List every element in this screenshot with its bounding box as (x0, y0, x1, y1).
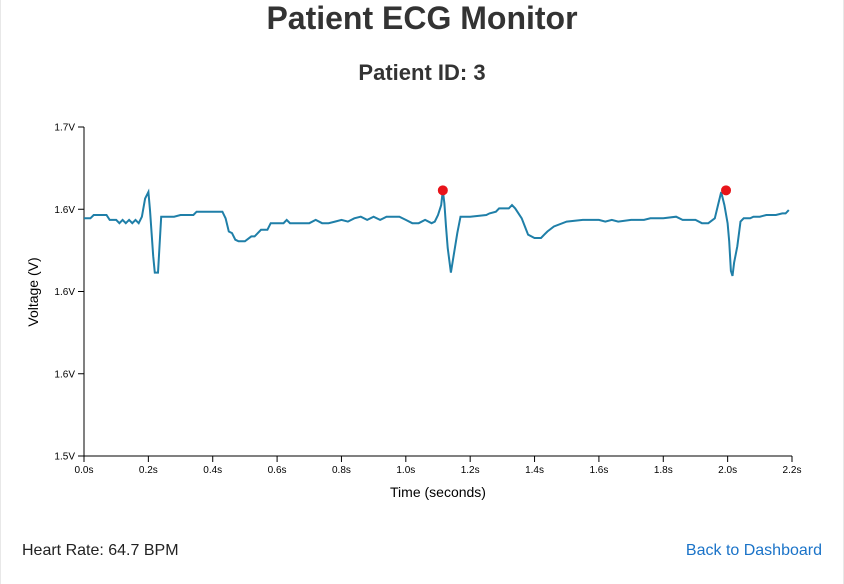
x-tick-label: 0.6s (268, 465, 287, 476)
x-tick-label: 1.4s (525, 465, 544, 476)
y-tick-label: 1.6V (54, 205, 75, 216)
x-axis-label: Time (seconds) (390, 484, 486, 500)
y-tick-label: 1.5V (54, 452, 75, 463)
x-tick-label: 0.8s (332, 465, 351, 476)
x-tick-label: 1.8s (654, 465, 673, 476)
page-title: Patient ECG Monitor (266, 0, 578, 36)
y-tick-label: 1.6V (54, 287, 75, 298)
x-tick-label: 0.4s (203, 465, 222, 476)
peak-marker (437, 185, 448, 196)
x-tick-label: 1.2s (461, 465, 480, 476)
y-axis: 1.5V 1.6V 1.6V 1.6V 1.7V (54, 123, 85, 463)
x-tick-label: 1.6s (589, 465, 608, 476)
ecg-chart: 1.5V 1.6V 1.6V 1.6V 1.7V 0.0s 0.2s 0.4s 0.6s 0.8… (25, 123, 802, 501)
back-to-dashboard-link[interactable]: Back to Dashboard (685, 542, 822, 559)
x-tick-label: 2.2s (783, 465, 802, 476)
heart-rate: Heart Rate: 64.7 BPM (22, 542, 179, 559)
x-tick-label: 1.0s (396, 465, 415, 476)
ecg-series-line (84, 188, 790, 277)
y-tick-label: 1.7V (54, 123, 75, 134)
peak-marker (721, 185, 732, 196)
x-tick-label: 2.0s (718, 465, 737, 476)
patient-id: Patient ID: 3 (358, 60, 486, 85)
x-tick-label: 0.0s (75, 465, 94, 476)
x-tick-label: 0.2s (139, 465, 158, 476)
y-tick-label: 1.6V (54, 369, 75, 380)
y-axis-label: Voltage (V) (25, 257, 41, 326)
x-axis: 0.0s 0.2s 0.4s 0.6s 0.8s 1.0s 1.2s 1.4s 1.6s 1.8s… (75, 455, 802, 476)
peak-markers (437, 185, 732, 196)
